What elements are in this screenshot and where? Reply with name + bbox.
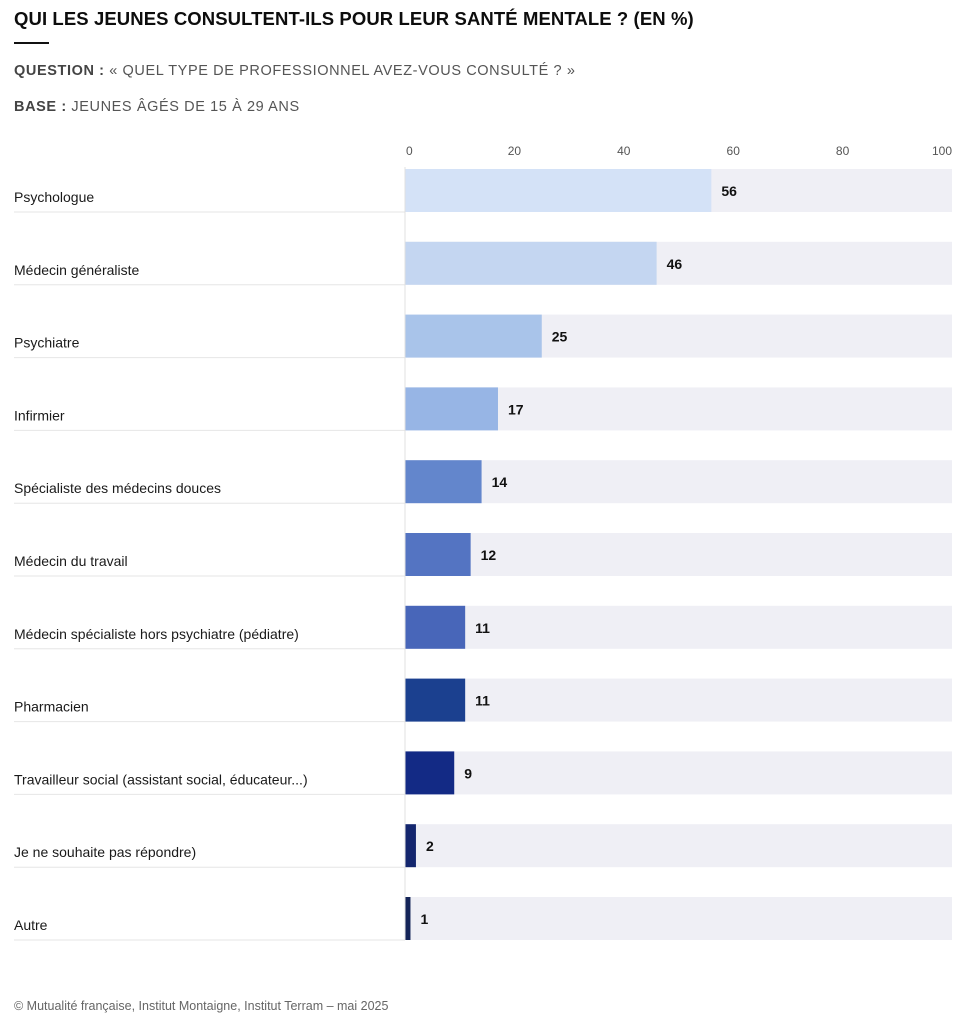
bar: [405, 460, 482, 504]
category-label: Spécialiste des médecins douces: [14, 480, 221, 496]
bar-chart: 0 20 40 60 80 100 Psychologue 56 Médecin général…: [14, 144, 952, 941]
value-label: 46: [667, 256, 683, 272]
x-tick-label: 100: [932, 144, 952, 158]
value-label: 14: [492, 474, 508, 490]
base-text: JEUNES ÂGÉS DE 15 À 29 ANS: [66, 99, 300, 115]
category-label: Je ne souhaite pas répondre): [14, 844, 196, 860]
x-tick-label: 20: [508, 144, 522, 158]
category-label: Psychiatre: [14, 335, 80, 351]
category-label: Médecin généraliste: [14, 262, 140, 278]
question-label: QUESTION :: [14, 63, 105, 79]
bar: [405, 387, 498, 431]
base-line: BASE : JEUNES ÂGÉS DE 15 À 29 ANS: [14, 99, 300, 115]
base-label: BASE :: [14, 99, 67, 115]
value-label: 12: [481, 547, 497, 563]
value-label: 11: [475, 620, 490, 636]
category-label: Psychologue: [14, 189, 94, 205]
source-footer: © Mutualité française, Institut Montaign…: [14, 999, 389, 1013]
x-tick-label: 80: [836, 144, 850, 158]
bar: [405, 678, 466, 722]
chart-title: QUI LES JEUNES CONSULTENT-ILS POUR LEUR …: [14, 8, 694, 29]
category-label: Médecin spécialiste hors psychiatre (péd…: [14, 626, 299, 642]
question-text: « QUEL TYPE DE PROFESSIONNEL AVEZ-VOUS C…: [104, 63, 576, 79]
bar-track: [405, 751, 952, 795]
bar: [405, 169, 712, 212]
x-tick-label: 60: [727, 144, 741, 158]
bar: [405, 533, 471, 576]
bar: [405, 824, 416, 868]
value-label: 17: [508, 401, 524, 417]
value-label: 25: [552, 329, 568, 345]
bar-track: [405, 678, 952, 722]
value-label: 1: [420, 911, 428, 927]
bar: [405, 605, 466, 649]
bar-track: [405, 605, 952, 649]
category-label: Infirmier: [14, 407, 65, 423]
category-label: Autre: [14, 917, 48, 933]
x-tick-label: 0: [406, 144, 413, 158]
bar-track: [405, 533, 952, 576]
bar-track: [405, 897, 952, 940]
bar: [405, 751, 455, 795]
bar-track: [405, 824, 952, 868]
question-line: QUESTION : « QUEL TYPE DE PROFESSIONNEL …: [14, 63, 575, 79]
x-tick-label: 40: [617, 144, 631, 158]
category-label: Médecin du travail: [14, 553, 128, 569]
value-label: 11: [475, 693, 490, 709]
title-underline: [14, 42, 49, 44]
value-label: 56: [721, 183, 737, 199]
bar: [405, 241, 657, 285]
value-label: 9: [464, 765, 472, 781]
category-label: Travailleur social (assistant social, éd…: [14, 771, 308, 787]
bar: [405, 897, 411, 940]
category-label: Pharmacien: [14, 699, 89, 715]
bar-track: [405, 460, 952, 504]
bar: [405, 314, 542, 358]
value-label: 2: [426, 838, 434, 854]
